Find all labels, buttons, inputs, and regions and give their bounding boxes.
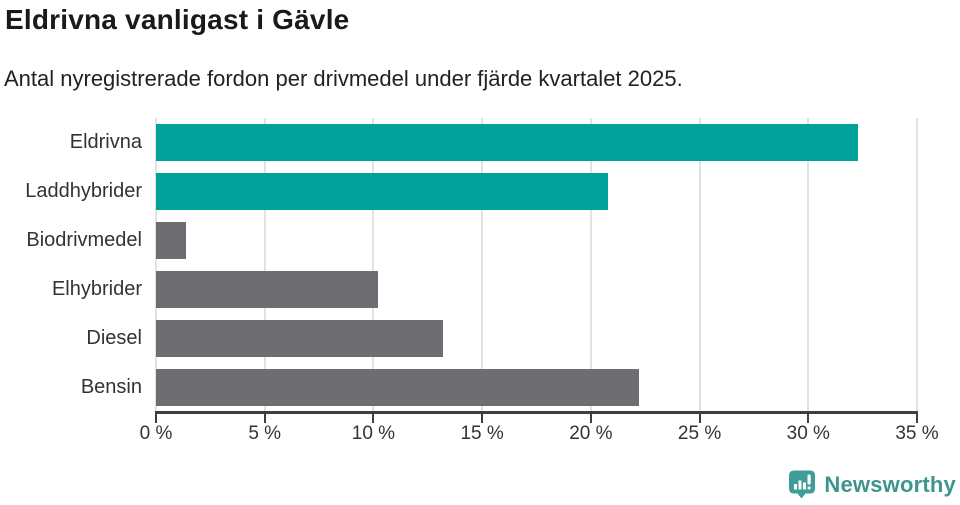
x-axis-tick-label: 35 % bbox=[895, 423, 939, 444]
chart-title: Eldrivna vanligast i Gävle bbox=[5, 4, 350, 35]
category-label: Elhybrider bbox=[51, 278, 142, 300]
x-axis-tick bbox=[481, 414, 484, 423]
category-label: Bensin bbox=[80, 376, 142, 398]
bar-biodrivmedel bbox=[156, 222, 187, 259]
category-label: Diesel bbox=[86, 327, 142, 349]
x-axis-tick-label: 0 % bbox=[139, 423, 173, 444]
bar-laddhybrider bbox=[156, 173, 609, 210]
gridline bbox=[916, 118, 918, 412]
newsworthy-logo-icon bbox=[788, 470, 816, 499]
gridline bbox=[263, 118, 266, 412]
bar-eldrivna bbox=[156, 124, 859, 161]
category-label: Eldrivna bbox=[69, 131, 142, 153]
x-axis-tick bbox=[807, 414, 810, 423]
gridline bbox=[372, 118, 375, 412]
category-label: Laddhybrider bbox=[25, 180, 142, 202]
bar-elhybrider bbox=[156, 271, 378, 308]
bar-chart: Eldrivna vanligast i Gävle Antal nyregis… bbox=[0, 4, 939, 447]
chart-subtitle: Antal nyregistrerade fordon per drivmede… bbox=[4, 66, 683, 91]
x-axis-ticks bbox=[155, 414, 918, 424]
gridline bbox=[807, 118, 810, 412]
gridline bbox=[481, 118, 484, 412]
bar-diesel bbox=[156, 320, 443, 357]
gridline bbox=[698, 118, 701, 412]
x-axis-tick-label: 20 % bbox=[569, 423, 613, 444]
x-axis-tick-label: 30 % bbox=[786, 423, 830, 444]
gridline bbox=[589, 118, 592, 412]
plot-area bbox=[155, 118, 918, 412]
x-axis-line bbox=[155, 411, 918, 414]
x-axis-tick-labels: 0 % 5 % 10 % 15 % 20 % 25 % 30 % 35 % bbox=[140, 423, 939, 447]
x-axis-tick bbox=[155, 414, 157, 423]
x-axis-tick bbox=[916, 414, 918, 423]
x-axis-tick-label: 10 % bbox=[351, 423, 396, 444]
x-axis-tick bbox=[372, 414, 375, 423]
gridline bbox=[155, 118, 157, 412]
category-label: Biodrivmedel bbox=[26, 229, 142, 251]
x-axis-tick bbox=[263, 414, 266, 423]
bar-bensin bbox=[156, 369, 639, 406]
x-axis-tick bbox=[698, 414, 701, 423]
x-axis-tick bbox=[589, 414, 592, 423]
x-axis-tick-label: 25 % bbox=[677, 423, 722, 444]
category-axis: Eldrivna Laddhybrider Biodrivmedel Elhybrid… bbox=[0, 118, 142, 412]
x-axis-tick-label: 5 % bbox=[248, 423, 282, 444]
newsworthy-branding: Newsworthy bbox=[788, 470, 956, 499]
x-axis-tick-label: 15 % bbox=[460, 423, 504, 444]
brand-name: Newsworthy bbox=[824, 471, 956, 497]
